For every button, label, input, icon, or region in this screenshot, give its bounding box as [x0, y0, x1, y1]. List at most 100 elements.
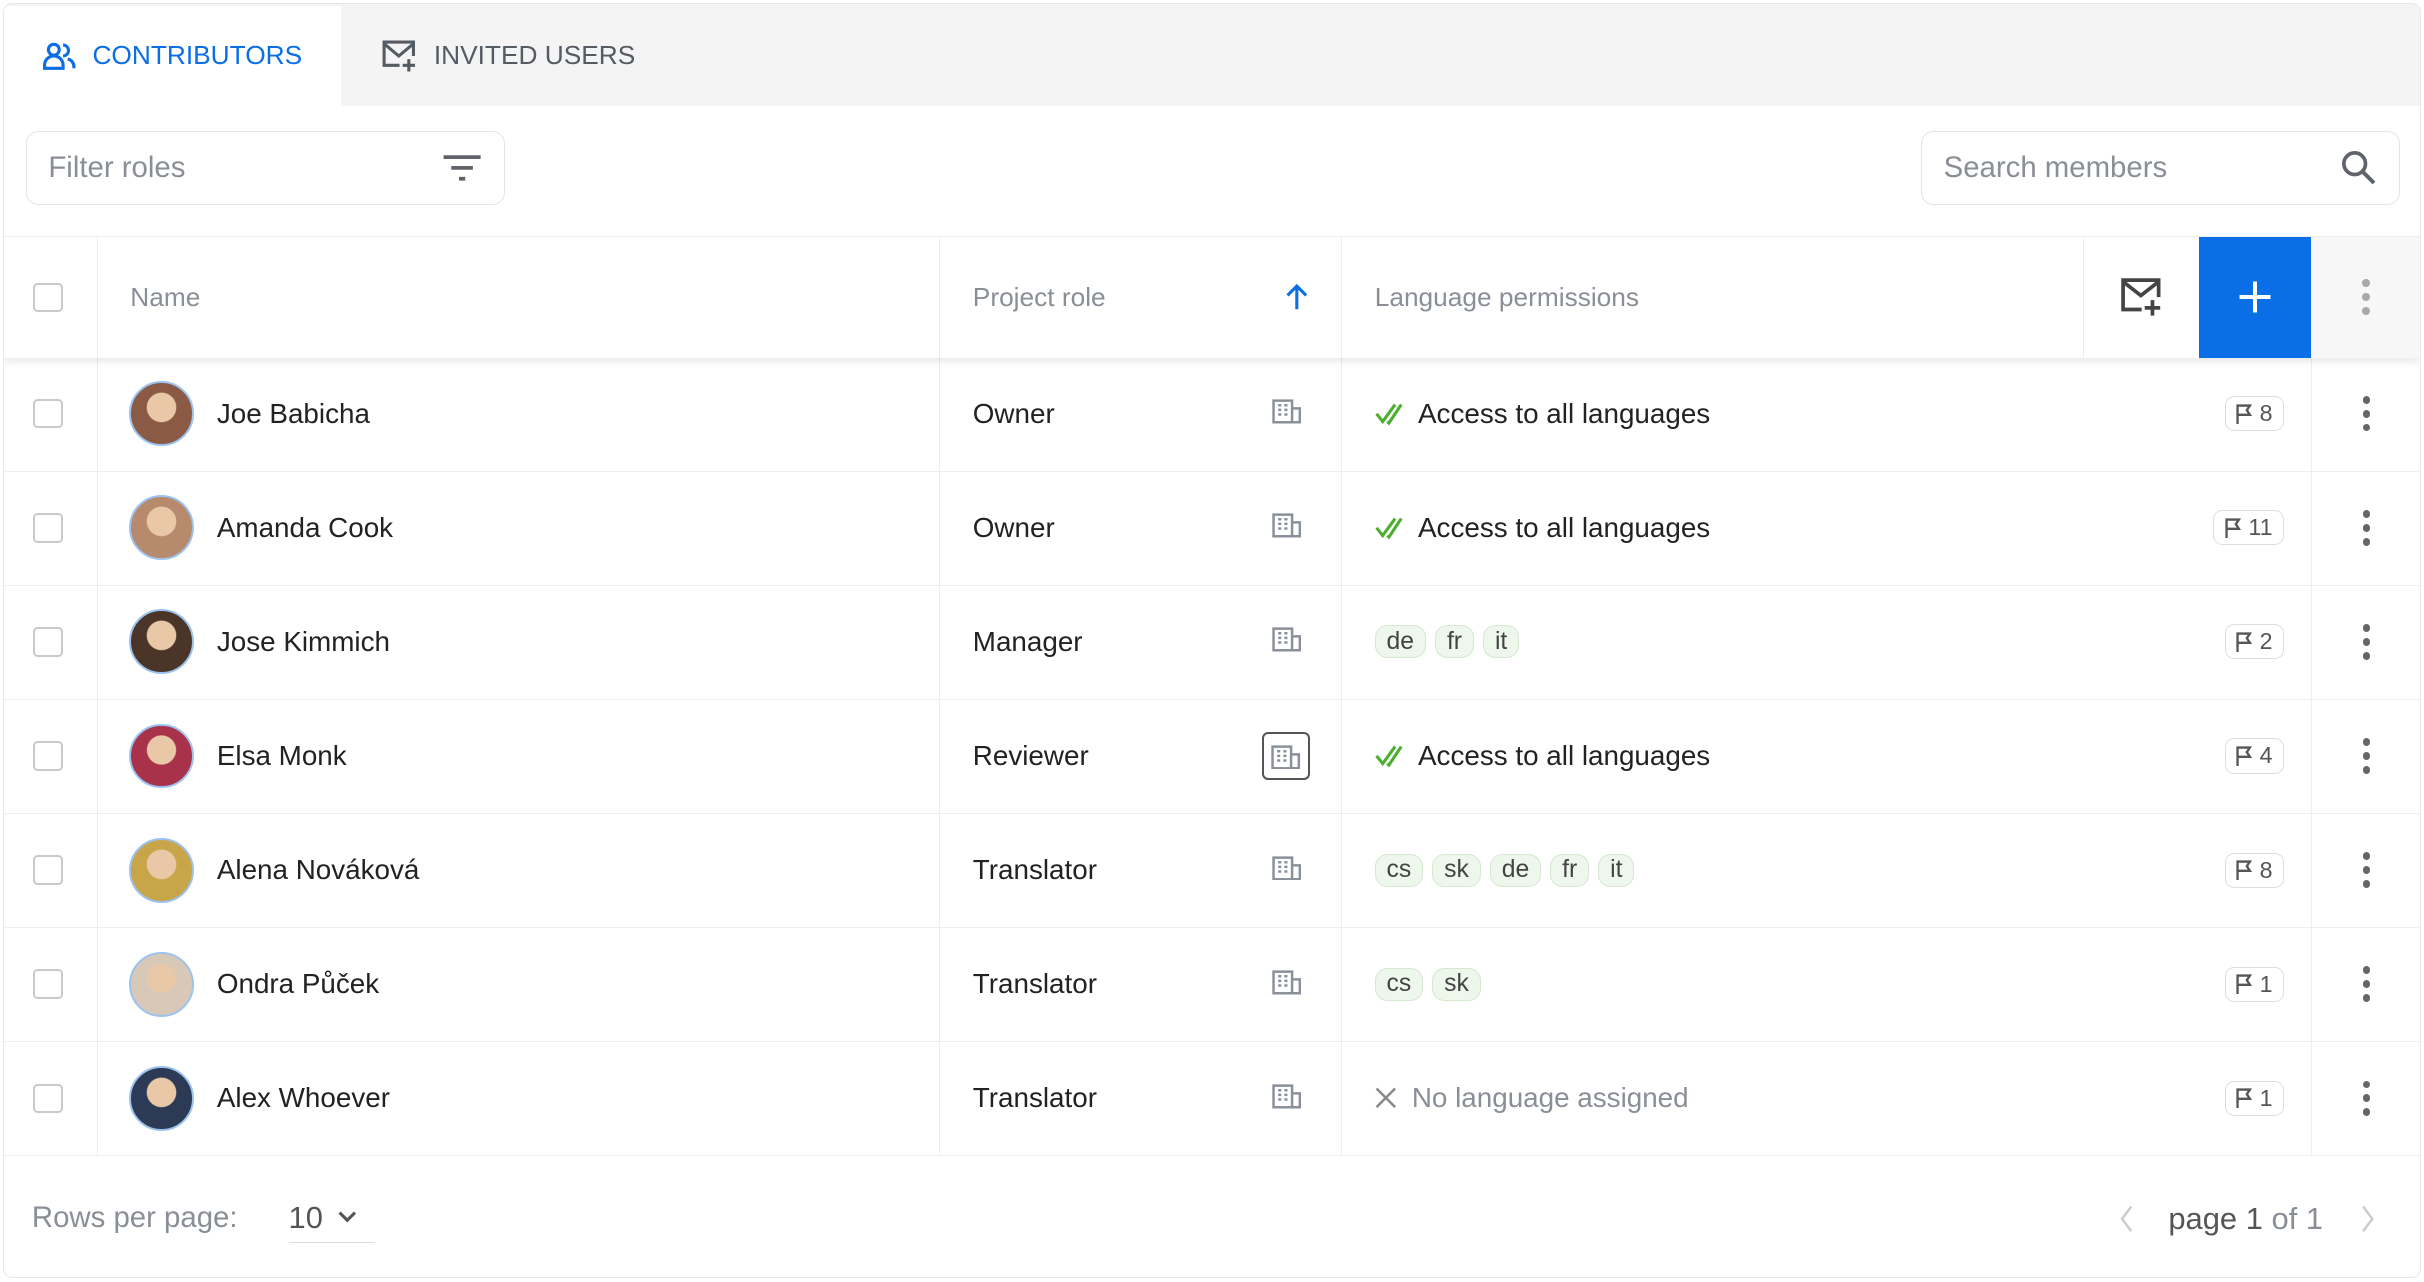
project-role: Translator: [972, 854, 1097, 886]
flag-count-badge[interactable]: 11: [2213, 510, 2285, 546]
project-role: Translator: [972, 968, 1097, 1000]
search-icon: [2342, 151, 2376, 185]
flag-count-badge[interactable]: 4: [2224, 738, 2285, 774]
row-more-button[interactable]: [2310, 1041, 2420, 1156]
more-vertical-icon: [2362, 852, 2371, 888]
more-vertical-icon: [2362, 510, 2371, 546]
row-checkbox[interactable]: [33, 513, 63, 543]
column-name[interactable]: Name: [96, 236, 940, 358]
row-checkbox[interactable]: [33, 1083, 63, 1113]
tab-label: INVITED USERS: [433, 40, 636, 71]
flag-count-badge[interactable]: 1: [2224, 966, 2285, 1002]
member-name: Ondra Půček: [216, 968, 380, 1000]
language-chip: cs: [1374, 967, 1424, 1001]
row-checkbox[interactable]: [33, 855, 63, 885]
row-more-button[interactable]: [2310, 584, 2420, 700]
language-chip: de: [1489, 853, 1542, 887]
header-more-button[interactable]: [2310, 236, 2420, 358]
row-checkbox[interactable]: [33, 399, 63, 429]
column-project-role[interactable]: Project role: [939, 236, 1341, 358]
flag-count: 1: [2259, 1084, 2273, 1111]
invite-by-email-button[interactable]: [2083, 236, 2199, 358]
flag-count: 2: [2259, 628, 2273, 655]
language-chip: sk: [1432, 853, 1481, 887]
access-all-text: Access to all languages: [1418, 739, 1711, 771]
language-permissions[interactable]: Access to all languages 4: [1341, 698, 2310, 814]
building-icon[interactable]: [1272, 510, 1301, 545]
next-page-icon[interactable]: [2360, 1205, 2375, 1233]
row-checkbox[interactable]: [33, 969, 63, 999]
table-row: Amanda Cook Owner Access to all language…: [4, 470, 2420, 587]
tab-invited-users[interactable]: INVITED USERS: [381, 6, 635, 106]
flag-icon: [2236, 860, 2253, 881]
language-permissions[interactable]: Access to all languages 8: [1341, 356, 2310, 471]
member-name: Amanda Cook: [216, 511, 394, 543]
flag-count-badge[interactable]: 8: [2224, 852, 2285, 888]
filter-roles-input[interactable]: Filter roles: [25, 130, 505, 206]
more-vertical-icon: [2362, 279, 2370, 315]
flag-count-badge[interactable]: 8: [2224, 396, 2285, 432]
member-name: Alena Nováková: [216, 854, 420, 886]
row-more-button[interactable]: [2310, 356, 2420, 471]
flag-count-badge[interactable]: 2: [2224, 624, 2285, 660]
row-more-button[interactable]: [2310, 812, 2420, 928]
flag-count-badge[interactable]: 1: [2224, 1080, 2285, 1116]
building-icon[interactable]: [1272, 967, 1301, 1002]
tab-contributors[interactable]: CONTRIBUTORS: [4, 5, 342, 107]
language-permissions[interactable]: de fr it 2: [1341, 584, 2310, 700]
rows-per-page-select[interactable]: 10: [288, 1193, 376, 1244]
table-row: Joe Babicha Owner Access to all language…: [4, 356, 2420, 472]
column-label: Name: [130, 281, 201, 312]
flag-icon: [2236, 974, 2253, 995]
table-row: Ondra Půček Translator cs sk 1: [4, 926, 2420, 1043]
pagination-footer: Rows per page: 10 page 1 of 1: [4, 1153, 2420, 1278]
add-member-button[interactable]: [2199, 236, 2311, 358]
page-indicator: page 1 of 1: [2168, 1201, 2323, 1237]
mail-plus-icon: [2121, 278, 2161, 316]
language-chip: fr: [1435, 625, 1474, 659]
search-members-input[interactable]: Search members: [1920, 130, 2401, 206]
more-vertical-icon: [2362, 1080, 2371, 1116]
row-more-button[interactable]: [2310, 926, 2420, 1042]
avatar: [128, 381, 194, 447]
row-checkbox[interactable]: [33, 627, 63, 657]
rows-per-page-value: 10: [288, 1199, 323, 1235]
avatar: [128, 837, 194, 903]
building-up-icon[interactable]: [1272, 624, 1301, 659]
avatar: [128, 609, 194, 675]
row-checkbox[interactable]: [33, 741, 63, 771]
row-more-button[interactable]: [2310, 698, 2420, 814]
language-permissions[interactable]: No language assigned 1: [1341, 1041, 2310, 1156]
project-role: Owner: [972, 511, 1055, 543]
avatar: [128, 1065, 194, 1131]
member-name: Jose Kimmich: [216, 625, 390, 657]
language-permissions[interactable]: Access to all languages 11: [1341, 470, 2310, 586]
prev-page-icon[interactable]: [2119, 1205, 2134, 1233]
column-language-permissions: Language permissions: [1341, 236, 2083, 358]
member-name: Joe Babicha: [216, 397, 370, 429]
flag-count: 11: [2248, 514, 2273, 541]
building-icon[interactable]: [1272, 1081, 1301, 1116]
language-permissions[interactable]: cs sk 1: [1341, 926, 2310, 1042]
select-all-checkbox[interactable]: [33, 282, 63, 312]
filter-placeholder: Filter roles: [48, 150, 186, 184]
language-permissions[interactable]: cs sk de fr it 8: [1341, 812, 2310, 928]
row-more-button[interactable]: [2310, 470, 2420, 586]
building-icon[interactable]: [1272, 853, 1301, 888]
page-current: 1: [2245, 1200, 2263, 1236]
no-language-text: No language assigned: [1411, 1082, 1689, 1114]
flag-icon: [2225, 518, 2242, 538]
sort-ascending-icon[interactable]: [1286, 283, 1308, 311]
language-chip: it: [1598, 853, 1635, 887]
building-plus-icon[interactable]: [1261, 731, 1311, 781]
language-chip: fr: [1550, 853, 1590, 887]
building-icon[interactable]: [1272, 396, 1301, 431]
language-chip: it: [1483, 625, 1520, 659]
flag-icon: [2236, 1088, 2253, 1109]
table-row: Jose Kimmich Manager de fr it 2: [4, 584, 2420, 701]
rows-per-page-label: Rows per page:: [31, 1200, 238, 1234]
search-placeholder: Search members: [1943, 150, 2168, 184]
page-word: page: [2168, 1200, 2238, 1236]
close-icon: [1375, 1088, 1396, 1109]
